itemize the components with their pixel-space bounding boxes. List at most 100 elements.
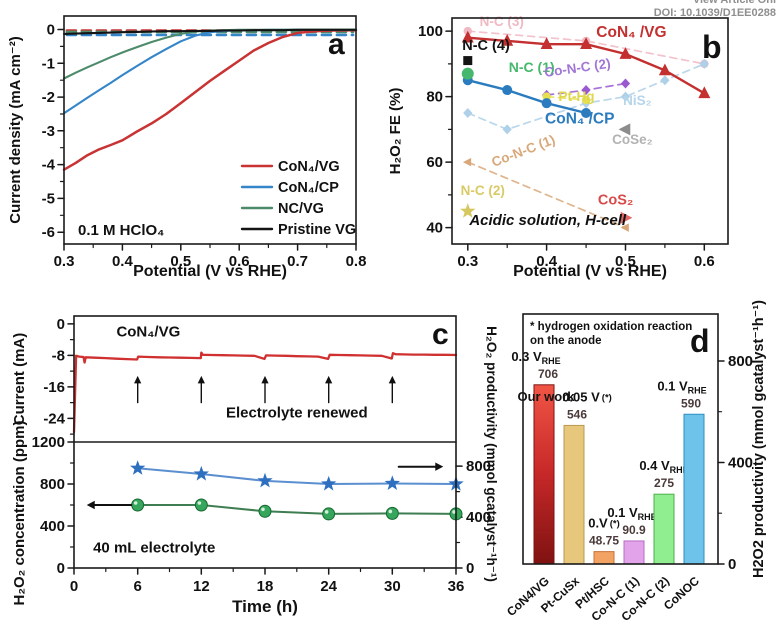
panel-b-chart: 0.3 0.4 0.5 0.6 40 60 80 100 N-C (3) N-C (4) N-C (… [387,14,729,280]
a-y-tick: -2 [42,89,55,106]
d-note-2: on the anode [530,335,602,347]
b-series-label: CoSe₂ [612,132,653,147]
c-electrolyte-label: 40 mL electrolyte [93,539,215,556]
c-right-tick: 800 [466,458,491,475]
b-x-tick: 0.3 [457,253,478,270]
b-series-dashed [466,63,706,131]
b-series-label: CoS₂ [598,193,633,209]
b-series-label: CoN₄ /VG [596,24,666,41]
panel-a-chart: 0.3 0.4 0.5 0.6 0.7 0.80-1-2-3-4-5-6CoN₄/VGCo… [7,15,367,280]
c-top-y-tick: 0 [57,316,65,333]
a-x-tick: 0.3 [54,253,75,270]
b-y-tick: 80 [426,89,443,106]
b-y-tick: 60 [426,154,443,171]
c-x-tick: 0 [70,578,78,595]
a-y-tick: -3 [42,123,55,140]
c-renew-label: Electrolyte renewed [226,405,368,422]
c-bot-y-tick: 0 [57,560,65,577]
b-y-tick: 100 [418,23,443,40]
c-bot-y-tick: 1200 [32,434,65,451]
a-legend: CoN₄/VG CoN₄/CP NC/VG Pristine VG [240,159,356,238]
a-y-tick: -1 [42,55,55,72]
a-x-tick: 0.6 [229,253,250,270]
d-bar-voltage: 0.1 VRHE [657,378,706,395]
c-bot-y-tick: 800 [40,476,65,493]
b-xlabel: Potential (V vs RHE) [513,263,667,280]
plot-box [63,15,357,245]
d-bar [593,551,615,565]
c-bot-ylabel: H₂O₂ concentration (ppm) [11,421,28,606]
c-top-y-tick: -16 [43,379,65,396]
c-x-tick: 6 [133,578,141,595]
b-series-label: Co-N-C (1) [489,132,557,170]
c-right-ylabel: H₂O₂ productivity (mmol gcatalyst⁻¹h⁻¹) [484,326,499,582]
d-bar-voltage: 0.05 V (*) [562,389,612,404]
b-ylabel: H₂O₂ FE (%) [387,88,404,175]
a-legend-label: Pristine VG [278,222,356,238]
a-x-tick: 0.4 [112,253,134,270]
b-series-label: Pt-Hg [558,89,594,104]
d-panel-letter: d [690,323,710,359]
d-bar [623,540,645,565]
c-panel-letter: c [432,318,449,351]
d-bar-voltage: 0.V (*) [588,516,620,531]
a-series-line [62,28,358,171]
d-bar-voltage: 0.1 VRHE [607,505,656,522]
a-xlabel: Potential (V vs RHE) [133,263,287,280]
a-series-line [62,28,358,115]
d-bar-value: 706 [538,367,558,381]
b-series-label: N-C (4) [462,38,510,54]
b-series-label: NiS₂ [623,93,652,108]
b-x-tick: 0.6 [694,253,715,270]
panel-b-plot: 0.3 0.4 0.5 0.6 40 60 80 100 N-C (3) N-C (4) N-C (… [418,14,729,270]
d-bar [533,384,555,565]
b-panel-letter: b [702,29,722,65]
b-series-line [466,79,588,115]
plot-box [73,315,457,569]
a-y-tick: -5 [42,190,55,207]
c-concentration-line [136,504,457,515]
a-legend-label: NC/VG [278,201,324,217]
c-x-tick: 18 [257,578,274,595]
d-bar-value: 275 [654,476,674,490]
watermark-line1: View Article Onl [692,0,776,6]
d-note-1: * hydrogen oxidation reaction [530,321,692,333]
d-bar-voltage: 0.3 VRHE [511,349,560,366]
panel-a-plot: 0.3 0.4 0.5 0.6 0.7 0.8 0 -1 -2 -3 -4 -5 -6 [42,15,367,270]
b-series-label: N-C (3) [480,14,524,29]
c-productivity-line [136,467,457,485]
c-x-tick: 24 [320,578,337,595]
d-bar [683,413,705,565]
a-legend-label: CoN₄/VG [278,159,340,175]
a-ylabel: Current density (mA cm⁻²) [7,36,24,223]
d-ylabel: H2O2 productivity (mmol gcatalyst⁻¹h⁻¹) [751,300,767,578]
a-y-tick: 0 [47,22,55,39]
b-series-label: N-C (2) [461,183,505,198]
d-bar-value: 590 [681,396,701,410]
b-series-label: N-C (1) [509,59,555,75]
d-bar-voltage: 0.4 VRHE [639,458,688,475]
a-legend-label: CoN₄/CP [278,180,339,196]
a-y-tick: -4 [42,157,56,174]
panel-c-plot: 0 6 12 18 24 30 360-8-16-24040080012008004000C… [32,315,491,595]
d-y-tick: 800 [728,353,753,370]
c-top-ylabel: Current (mA) [11,333,28,426]
a-panel-letter: a [328,28,345,61]
c-x-tick: 12 [193,578,210,595]
d-bar-value: 546 [567,407,587,421]
journal-watermark: View Article Onl DOI: 10.1039/D1EE0288 [540,0,776,20]
watermark-line2: DOI: 10.1039/D1EE0288 [653,7,776,19]
a-series-line [62,28,358,80]
c-current-line [72,351,458,434]
d-bar [653,493,675,565]
c-xlabel: Time (h) [232,597,298,616]
plot-box [522,313,719,565]
b-x-tick: 0.5 [615,253,636,270]
d-our-work: Our work [517,389,575,404]
a-x-tick: 0.8 [346,253,367,270]
c-top-y-tick: -8 [52,347,65,364]
a-x-tick: 0.7 [287,253,308,270]
